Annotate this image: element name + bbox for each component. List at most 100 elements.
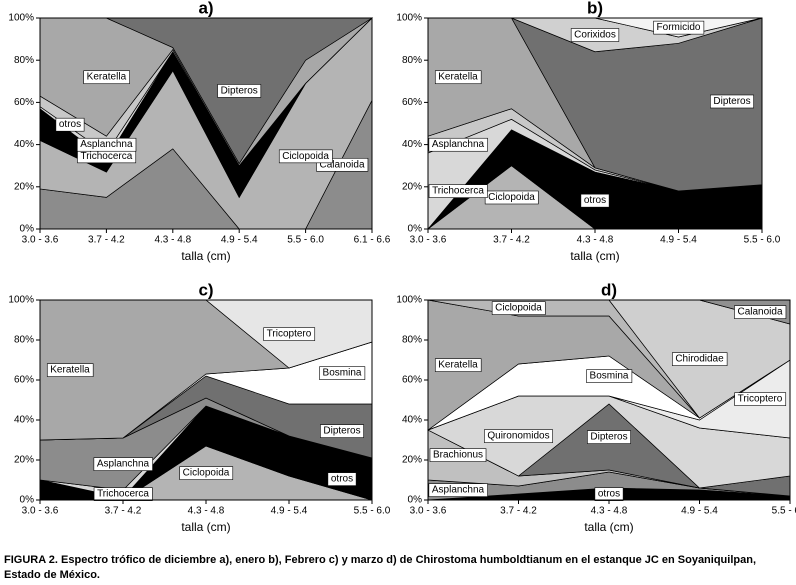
chart-title: d) — [601, 280, 617, 299]
label-box — [83, 70, 130, 85]
y-tick-label: 20% — [402, 181, 422, 192]
area-label: Bosmina — [586, 369, 633, 383]
series-label: Keratella — [438, 72, 478, 83]
y-tick-label: 40% — [402, 139, 422, 150]
area-label: Asplanchna — [428, 137, 488, 152]
label-box — [428, 184, 488, 198]
area-label: Ciclopoida — [278, 149, 333, 164]
area-label: Corixidos — [570, 28, 620, 42]
series-label: otros — [59, 119, 81, 130]
area-label: otros — [580, 193, 610, 208]
area-label: Trichocerca — [93, 487, 153, 501]
x-tick-label: 3.7 - 4.2 — [105, 506, 142, 517]
chart-title: b) — [587, 0, 603, 17]
area-label: otros — [55, 117, 85, 132]
label-box — [319, 366, 366, 380]
series-label: Asplanchna — [432, 139, 485, 150]
series-label: Keratella — [87, 72, 127, 83]
label-box — [570, 28, 620, 42]
x-tick-label: 4.3 - 4.8 — [188, 506, 225, 517]
label-box — [428, 483, 488, 497]
area-label: Chirodidae — [672, 352, 728, 366]
label-box — [55, 117, 85, 132]
area-label: Ciclopoida — [179, 466, 234, 480]
area-label: Dipteros — [587, 430, 631, 444]
series-label: Dipteros — [323, 426, 360, 437]
x-tick-label: 5.5 - 6.0 — [744, 235, 781, 246]
area-label: Asplanchna — [76, 137, 137, 152]
y-tick-label: 60% — [14, 97, 34, 108]
series-label: Keratella — [438, 360, 478, 371]
area-label: Keratella — [83, 70, 130, 85]
series-label: Trichocerca — [97, 489, 149, 500]
label-box — [710, 94, 754, 109]
area-label: Brachionus — [429, 448, 487, 462]
label-box — [580, 193, 610, 208]
x-tick-label: 4.9 - 5.4 — [271, 506, 308, 517]
area-label: Dipteros — [320, 424, 364, 438]
series-label: Ciclopoida — [495, 303, 542, 314]
y-tick-label: 40% — [14, 415, 34, 426]
x-tick-label: 3.7 - 4.2 — [500, 506, 537, 517]
area-label: Trichocerca — [77, 149, 137, 164]
series-label: Dipteros — [221, 85, 258, 96]
y-tick-label: 60% — [14, 375, 34, 386]
x-axis-label: talla (cm) — [584, 520, 633, 534]
label-box — [491, 301, 546, 315]
y-tick-label: 100% — [8, 13, 34, 24]
x-axis-label: talla (cm) — [570, 249, 619, 263]
y-tick-label: 0% — [20, 495, 35, 506]
series-label: Brachionus — [433, 450, 483, 461]
x-tick-label: 3.0 - 3.6 — [410, 235, 447, 246]
label-box — [327, 472, 357, 486]
area-labels: otros Asplanchna Brachionus Dipteros Quirono… — [428, 301, 787, 501]
x-tick-label: 3.0 - 3.6 — [22, 235, 59, 246]
x-tick-label: 3.0 - 3.6 — [22, 506, 59, 517]
y-tick-label: 80% — [14, 335, 34, 346]
y-tick-label: 40% — [14, 139, 34, 150]
area-label: Ciclopoida — [491, 301, 546, 315]
series-label: Trichocerca — [432, 186, 484, 197]
series-label: Corixidos — [574, 30, 616, 41]
y-tick-label: 60% — [402, 375, 422, 386]
series-label: Formicido — [657, 22, 701, 33]
label-box — [278, 149, 333, 164]
y-tick-label: 0% — [408, 224, 423, 235]
x-tick-label: 3.0 - 3.6 — [410, 506, 447, 517]
area-label: Formicido — [653, 20, 705, 35]
series-label: Keratella — [50, 365, 90, 376]
x-tick-label: 4.9 - 5.4 — [221, 235, 258, 246]
series-label: Asplanchna — [80, 139, 133, 150]
y-tick-label: 60% — [402, 97, 422, 108]
area-label: Dipteros — [710, 94, 754, 109]
y-tick-label: 80% — [402, 55, 422, 66]
x-axis-label: talla (cm) — [181, 520, 230, 534]
series-label: Tricoptero — [267, 329, 312, 340]
series-label: Trichocerca — [80, 151, 132, 162]
label-box — [434, 358, 482, 372]
areas — [39, 17, 374, 230]
label-box — [93, 457, 153, 471]
area-label: Quironomidos — [484, 429, 553, 443]
y-tick-label: 80% — [14, 55, 34, 66]
series-label: Asplanchna — [432, 485, 485, 496]
x-tick-label: 5.5 - 6.0 — [287, 235, 324, 246]
areas — [39, 299, 373, 501]
x-tick-label: 4.9 - 5.4 — [660, 235, 697, 246]
label-box — [428, 137, 488, 152]
caption: FIGURA 2. Espectro trófico de diciembre … — [4, 554, 756, 581]
series-label: Dipteros — [590, 432, 627, 443]
label-box — [263, 327, 316, 341]
area-label: Keratella — [46, 363, 94, 377]
series-label: Asplanchna — [97, 459, 150, 470]
series-label: Calanoida — [737, 307, 782, 318]
chart-title: c) — [198, 280, 213, 299]
label-box — [320, 424, 364, 438]
area-label: Keratella — [434, 70, 482, 85]
label-box — [586, 369, 633, 383]
y-tick-label: 20% — [14, 181, 34, 192]
area-label: Keratella — [434, 358, 482, 372]
series-label: Tricoptero — [738, 394, 783, 405]
label-box — [653, 20, 705, 35]
label-box — [46, 363, 94, 377]
